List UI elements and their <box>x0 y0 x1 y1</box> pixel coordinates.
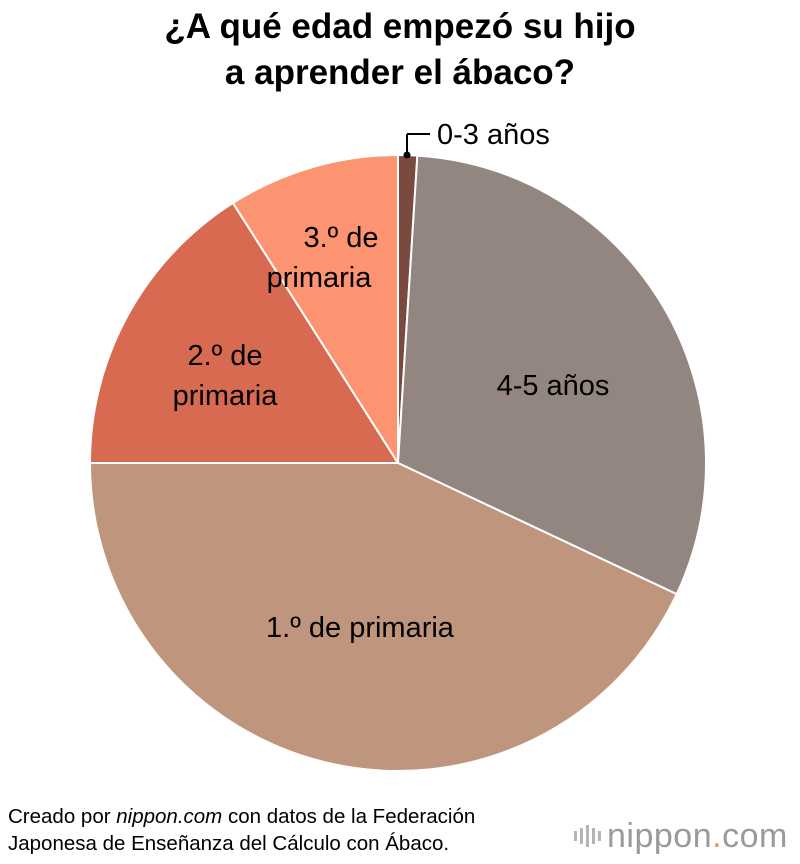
slice-label-1: 4-5 años <box>497 370 610 402</box>
slice-label-4-line1: 3.º de <box>303 222 378 254</box>
slice-label-2: 1.º de primaria <box>266 612 455 644</box>
pie-slice-2 <box>89 462 678 773</box>
slice-0-leader-dot <box>403 151 411 159</box>
slice-label-3-line1: 2.º de <box>187 340 262 372</box>
logo-name: nippon <box>607 816 713 855</box>
source-suffix: con datos de la Federación <box>222 805 476 828</box>
source-note-line1: Creado por nippon.com con datos de la Fe… <box>8 803 568 830</box>
chart-title-line1: ¿A qué edad empezó su hijo <box>164 7 636 46</box>
slice-label-3-line2: primaria <box>173 380 279 412</box>
slice-label-0: 0-3 años <box>437 119 550 151</box>
nippon-logo[interactable]: nippon.com <box>574 816 788 856</box>
logo-wordmark: nippon.com <box>607 817 788 856</box>
chart-title-line2: a aprender el ábaco? <box>224 53 576 92</box>
pie-slice-1 <box>397 154 707 596</box>
pie-slice-3 <box>89 201 399 464</box>
logo-tld: com <box>722 816 788 855</box>
source-note: Creado por nippon.com con datos de la Fe… <box>8 803 568 857</box>
chart-title: ¿A qué edad empezó su hijo a aprender el… <box>0 4 800 96</box>
source-note-line2: Japonesa de Enseñanza del Cálculo con Áb… <box>8 832 450 855</box>
pie-slices <box>89 154 707 773</box>
source-site-link[interactable]: nippon.com <box>116 805 223 828</box>
pie-chart: 0-3 años 4-5 años 1.º de primaria 2.º de… <box>89 119 707 773</box>
slice-label-4-line2: primaria <box>267 262 373 294</box>
logo-bars-icon <box>574 825 601 847</box>
source-prefix: Creado por <box>8 805 117 828</box>
logo-dot: . <box>712 816 723 855</box>
pie-slice-4 <box>231 154 399 464</box>
